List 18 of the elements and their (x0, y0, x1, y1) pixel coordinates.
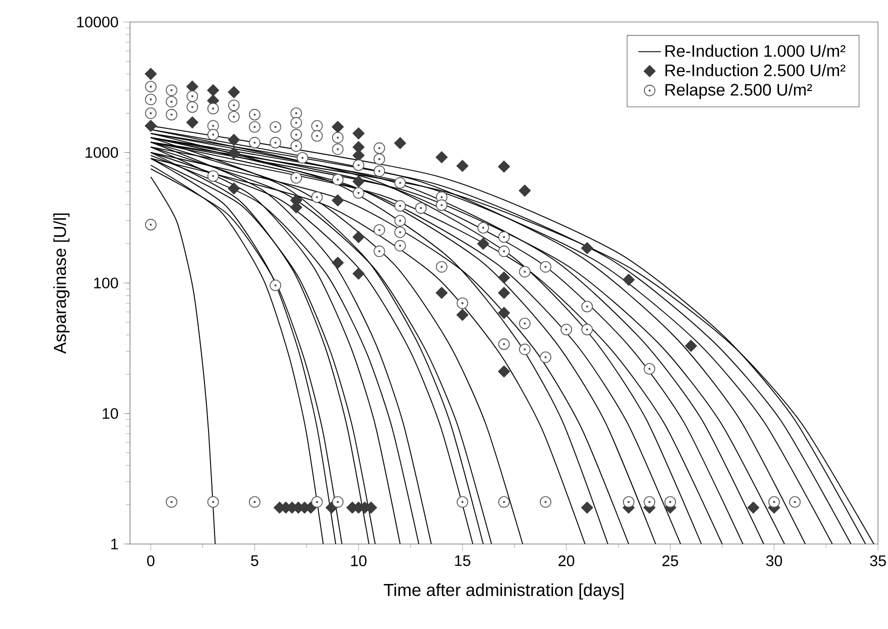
x-tick-label: 30 (766, 555, 782, 566)
legend-label: Relapse 2.500 U/m² (665, 83, 812, 99)
y-axis-title: Asparaginase [U/l] (53, 213, 70, 354)
x-tick-label: 0 (147, 555, 154, 566)
x-tick-label: 35 (870, 555, 886, 566)
y-tick-label: 1 (111, 538, 118, 550)
y-tick-label: 10000 (77, 16, 118, 28)
legend-label: Re-Induction 1.000 U/m² (665, 44, 846, 57)
x-tick-label: 15 (455, 555, 470, 566)
y-tick-label: 100 (94, 278, 118, 288)
legend-label: Re-Induction 2.500 U/m² (665, 64, 846, 76)
x-tick-label: 5 (251, 555, 258, 566)
x-axis-title: Time after administration [days] (384, 583, 624, 600)
y-tick-label: 1000 (86, 147, 118, 158)
x-tick-label: 10 (351, 555, 366, 566)
y-tick-label: 10 (102, 408, 118, 419)
x-tick-label: 20 (558, 555, 574, 566)
x-tick-label: 25 (662, 555, 678, 566)
